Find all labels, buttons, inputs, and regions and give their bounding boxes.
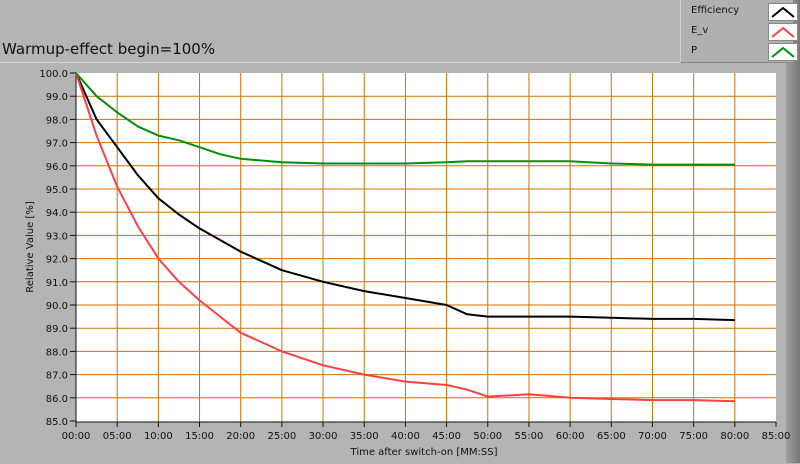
plot-area xyxy=(76,73,776,422)
x-tick-label: 45:00 xyxy=(432,431,461,442)
y-tick-label: 89.0 xyxy=(46,324,68,335)
x-tick-label: 60:00 xyxy=(556,431,585,442)
y-tick-label: 95.0 xyxy=(46,185,68,196)
y-tick-label: 87.0 xyxy=(46,371,68,382)
y-tick-label: 94.0 xyxy=(46,208,68,219)
y-tick-label: 92.0 xyxy=(46,255,68,266)
legend-item-ev[interactable]: E_v xyxy=(691,21,798,41)
legend-label: P xyxy=(691,45,698,56)
x-tick-label: 10:00 xyxy=(144,431,173,442)
x-tick-label: 15:00 xyxy=(185,431,214,442)
legend-swatch-icon xyxy=(768,3,798,21)
y-tick-label: 96.0 xyxy=(46,162,68,173)
legend: Efficiency E_v P xyxy=(680,0,798,63)
x-tick-label: 65:00 xyxy=(597,431,626,442)
x-tick-label: 80:00 xyxy=(720,431,749,442)
y-axis-label: Relative Value [%] xyxy=(25,201,36,293)
y-tick-label: 86.0 xyxy=(46,394,68,405)
x-tick-label: 85:00 xyxy=(762,431,791,442)
y-tick-label: 90.0 xyxy=(46,301,68,312)
legend-label: Efficiency xyxy=(691,5,740,16)
x-tick-label: 55:00 xyxy=(515,431,544,442)
series-line-p xyxy=(75,72,735,166)
y-tick-label: 91.0 xyxy=(46,278,68,289)
x-tick-label: 05:00 xyxy=(103,431,132,442)
y-tick-label: 88.0 xyxy=(46,347,68,358)
legend-swatch-icon xyxy=(768,43,798,61)
y-tick-label: 99.0 xyxy=(46,92,68,103)
x-tick-label: 50:00 xyxy=(473,431,502,442)
y-tick-label: 97.0 xyxy=(46,139,68,150)
series-line-efficiency xyxy=(75,72,735,322)
x-tick-label: 40:00 xyxy=(391,431,420,442)
x-tick-label: 20:00 xyxy=(226,431,255,442)
legend-item-p[interactable]: P xyxy=(691,41,798,61)
legend-swatch-icon xyxy=(768,23,798,41)
x-tick-label: 25:00 xyxy=(267,431,296,442)
y-tick-label: 100.0 xyxy=(39,69,68,80)
x-tick-label: 70:00 xyxy=(638,431,667,442)
series-line-ev xyxy=(75,72,735,403)
x-tick-label: 75:00 xyxy=(679,431,708,442)
window-edge xyxy=(786,0,800,463)
legend-item-efficiency[interactable]: Efficiency xyxy=(691,1,798,21)
x-tick-label: 30:00 xyxy=(309,431,338,442)
chart-title: Warmup-effect begin=100% xyxy=(2,40,216,58)
y-tick-label: 85.0 xyxy=(46,417,68,428)
x-tick-label: 35:00 xyxy=(350,431,379,442)
x-tick-label: 00:00 xyxy=(62,431,91,442)
x-axis-label: Time after switch-on [MM:SS] xyxy=(350,447,498,458)
y-tick-label: 98.0 xyxy=(46,115,68,126)
legend-label: E_v xyxy=(691,25,709,36)
y-tick-label: 93.0 xyxy=(46,231,68,242)
